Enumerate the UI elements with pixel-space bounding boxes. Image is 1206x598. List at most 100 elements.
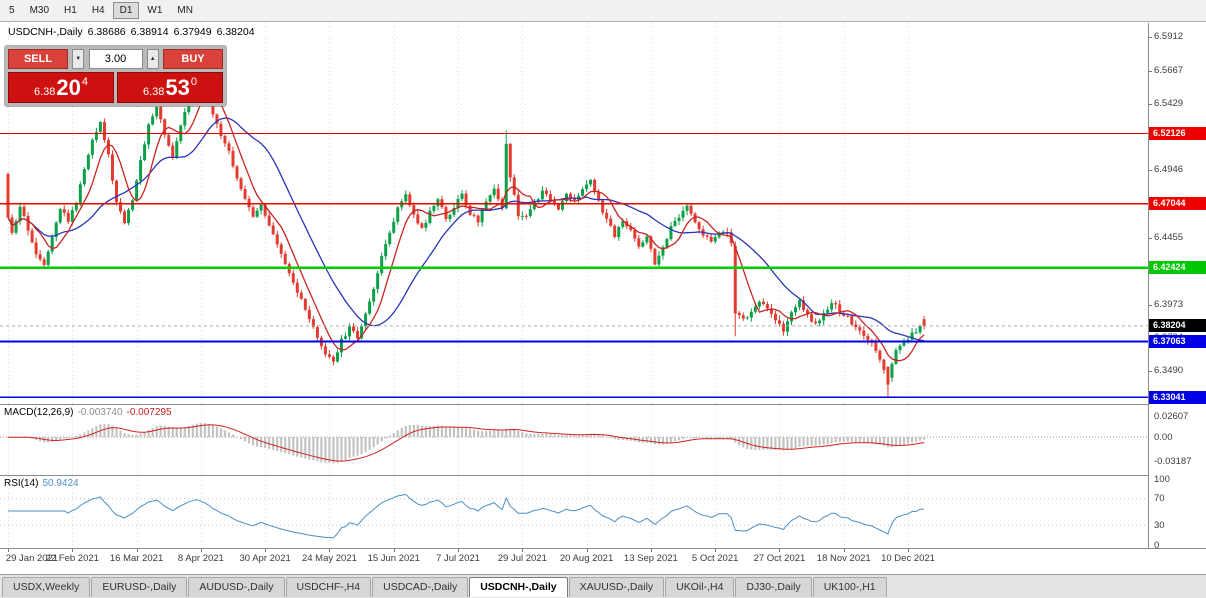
- chart-tab-xauusd-daily[interactable]: XAUUSD-,Daily: [568, 577, 665, 597]
- chart-tab-ukoil-h4[interactable]: UKOil-,H4: [665, 577, 735, 597]
- macd-name: MACD(12,26,9): [4, 407, 74, 418]
- date-axis-label: 7 Jul 2021: [436, 553, 480, 564]
- chevron-down-icon: ▼: [75, 56, 82, 62]
- macd-axis-label: 0.00: [1154, 431, 1173, 443]
- date-axis-label: 16 Mar 2021: [109, 553, 164, 564]
- timeframe-button-m30[interactable]: M30: [23, 2, 56, 19]
- ohlc-open: 6.38686: [87, 26, 126, 38]
- chart-tab-uk100-h1[interactable]: UK100-,H1: [812, 577, 887, 597]
- macd-axis-label: 0.02607: [1154, 411, 1189, 423]
- macd-axis-label: -0.03187: [1154, 456, 1192, 468]
- time-scale-axis[interactable]: 29 Jan 2021 22 Feb 2021 16 Mar 2021 8 Apr 2…: [0, 549, 1206, 573]
- rsi-axis-label: 100: [1154, 473, 1170, 485]
- price-level-badge-6-33041: 6.33041: [1149, 390, 1206, 404]
- price-axis-label: 6.3973: [1154, 298, 1184, 310]
- ohlc-high: 6.38914: [130, 26, 169, 38]
- date-axis-label: 8 Apr 2021: [177, 553, 224, 564]
- buy-price-display[interactable]: 6.38 53 0: [117, 72, 223, 103]
- price-axis-tick: [1149, 103, 1152, 105]
- date-axis-label: 22 Feb 2021: [45, 553, 99, 564]
- price-axis-tick: [1149, 170, 1152, 172]
- timeframe-button-h1[interactable]: H1: [57, 2, 84, 19]
- ohlc-close: 6.38204: [216, 26, 255, 38]
- price-axis-label: 6.5429: [1154, 97, 1184, 109]
- rsi-axis-label: 70: [1154, 493, 1165, 505]
- chevron-up-icon: ▲: [149, 56, 156, 62]
- rsi-indicator-canvas[interactable]: [0, 476, 1148, 548]
- chart-tab-usdcnh-daily[interactable]: USDCNH-,Daily: [469, 577, 568, 597]
- bid-price-point: 4: [81, 76, 89, 88]
- ma-fast-line: [7, 91, 925, 362]
- price-level-badge-6-37063: 6.37063: [1149, 335, 1206, 349]
- price-axis-tick: [1149, 36, 1152, 38]
- date-axis-tick: [265, 549, 267, 552]
- price-axis-label: 6.5667: [1154, 64, 1184, 76]
- volume-input[interactable]: [88, 49, 143, 69]
- candles-group: [6, 58, 926, 397]
- date-axis-tick: [522, 549, 524, 552]
- rsi-dates-separator: [0, 548, 1206, 549]
- volume-increase-button[interactable]: ▲: [146, 49, 159, 69]
- macd-main-value: -0.003740: [77, 407, 123, 418]
- date-axis-label: 13 Sep 2021: [623, 553, 678, 564]
- date-axis-tick: [458, 549, 460, 552]
- buy-button[interactable]: BUY: [163, 49, 223, 69]
- price-axis-tick: [1149, 371, 1152, 373]
- date-axis-label: 5 Oct 2021: [691, 553, 739, 564]
- chart-tab-usdchf-h4[interactable]: USDCHF-,H4: [285, 577, 372, 597]
- date-axis-tick: [715, 549, 717, 552]
- bid-price-pips: 20: [56, 74, 81, 100]
- macd-indicator-canvas[interactable]: [0, 405, 1148, 475]
- chart-tab-dj30-daily[interactable]: DJ30-,Daily: [735, 577, 812, 597]
- timeframe-button-h4[interactable]: H4: [85, 2, 112, 19]
- date-axis-tick: [8, 549, 9, 552]
- price-macd-separator[interactable]: [0, 404, 1206, 405]
- date-axis-tick: [200, 549, 202, 552]
- price-scale-axis[interactable]: 6.59126.56676.54296.51856.49466.47046.44…: [1148, 23, 1206, 551]
- price-level-badge-6-42424: 6.42424: [1149, 261, 1206, 275]
- timeframe-button-mn[interactable]: MN: [170, 2, 200, 19]
- date-axis-label: 27 Oct 2021: [753, 553, 806, 564]
- macd-signal-line: [7, 424, 925, 462]
- timeframe-button-w1[interactable]: W1: [140, 2, 169, 19]
- ask-price-base: 6.38: [142, 86, 165, 98]
- price-grid: [0, 23, 1148, 404]
- timeframe-button-d1[interactable]: D1: [112, 2, 140, 19]
- sell-price-display[interactable]: 6.38 20 4: [8, 72, 114, 103]
- bid-price-base: 6.38: [33, 86, 56, 98]
- date-axis-label: 15 Jun 2021: [367, 553, 420, 564]
- date-axis-label: 29 Jan 2021: [5, 553, 59, 564]
- date-axis-label: 24 May 2021: [301, 553, 357, 564]
- chart-ohlc-header: USDCNH-,Daily 6.38686 6.38914 6.37949 6.3820…: [8, 26, 260, 38]
- macd-histogram: [6, 423, 926, 464]
- chart-symbol-period: USDCNH-,Daily: [8, 26, 83, 38]
- chart-tab-eurusd-daily[interactable]: EURUSD-,Daily: [91, 577, 188, 597]
- volume-decrease-button[interactable]: ▼: [72, 49, 85, 69]
- date-axis-label: 18 Nov 2021: [816, 553, 871, 564]
- trade-panel-top-row: SELL ▼ ▲ BUY: [8, 49, 223, 69]
- ask-price-point: 0: [190, 76, 198, 88]
- rsi-name: RSI(14): [4, 478, 39, 489]
- date-axis-tick: [136, 549, 138, 552]
- chart-tab-audusd-daily[interactable]: AUDUSD-,Daily: [188, 577, 285, 597]
- price-axis-label: 6.4455: [1154, 232, 1184, 244]
- date-axis-label: 29 Jul 2021: [497, 553, 547, 564]
- date-axis-tick: [908, 549, 910, 552]
- rsi-axis-label: 0: [1154, 539, 1160, 551]
- macd-indicator-label: MACD(12,26,9) -0.003740 -0.007295: [4, 407, 176, 418]
- timeframe-button-5[interactable]: 5: [2, 2, 22, 19]
- rsi-axis-label: 30: [1154, 519, 1165, 531]
- date-axis-label: 30 Apr 2021: [239, 553, 291, 564]
- chart-tab-usdx-weekly[interactable]: USDX,Weekly: [2, 577, 91, 597]
- price-level-badge-6-52126: 6.52126: [1149, 127, 1206, 141]
- rsi-indicator-label: RSI(14) 50.9424: [4, 478, 83, 489]
- trade-panel-price-row: 6.38 20 4 6.38 53 0: [8, 72, 223, 103]
- sell-button[interactable]: SELL: [8, 49, 68, 69]
- date-axis-label: 20 Aug 2021: [559, 553, 614, 564]
- chart-tabs-bar: USDX,Weekly EURUSD-,Daily AUDUSD-,Daily USD…: [0, 574, 1206, 598]
- chart-tab-usdcad-daily[interactable]: USDCAD-,Daily: [372, 577, 469, 597]
- price-axis-label: 6.3490: [1154, 365, 1184, 377]
- ask-price-pips: 53: [165, 74, 190, 100]
- macd-rsi-separator[interactable]: [0, 475, 1206, 476]
